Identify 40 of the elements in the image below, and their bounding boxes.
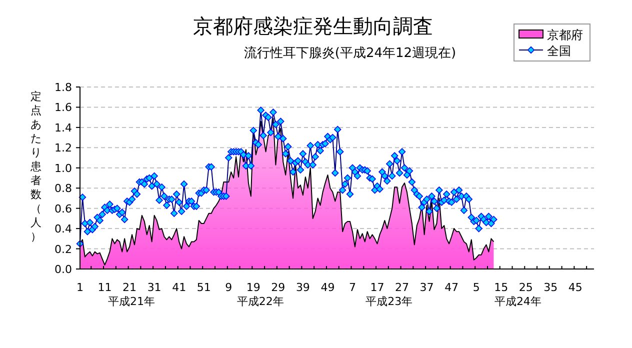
y-tick-label: 1.0 [54,162,72,175]
x-tick-label: 11 [98,281,112,294]
x-tick-label: 5 [472,281,480,294]
x-tick-label: 29 [271,281,286,294]
legend-label: 全国 [547,44,571,58]
x-tick-label: 9 [225,281,232,294]
x-tick-label: 31 [147,281,162,294]
x-tick-label: 37 [420,281,434,294]
text: 平成22年 [236,295,284,308]
x-tick-label: 19 [246,281,260,294]
x-tick-label: 27 [395,281,410,294]
x-tick-label: 1 [76,281,84,294]
x-tick-label: 51 [196,281,211,294]
x-tick-label: 17 [370,281,384,294]
x-tick-label: 25 [518,281,533,294]
y-tick-label: 1.2 [54,142,72,155]
x-tick-label: 15 [494,281,508,294]
chart-subtitle: 流行性耳下腺炎(平成24年12週現在) [244,45,456,61]
text: 平成24年 [494,295,542,308]
x-tick-label: 21 [122,281,137,294]
y-tick-label: 1.8 [54,81,72,94]
y-tick-label: 0.6 [54,202,72,216]
text: 平成23年 [366,295,413,308]
y-tick-label: 1.4 [54,121,72,134]
chart-title: 京都府感染症発生動向調査 [193,14,433,38]
x-tick-label: 7 [348,281,356,294]
text: 平成21年 [108,295,156,308]
x-tick-label: 39 [296,281,310,294]
text: 定点あたり患者数（人） [30,90,42,243]
y-tick-label: 0.2 [54,242,72,256]
x-tick-label: 35 [544,281,558,294]
y-tick-label: 0.8 [54,182,72,196]
x-tick-label: 41 [172,281,186,294]
x-tick-label: 47 [444,281,459,294]
y-tick-label: 0.0 [54,263,72,276]
y-tick-label: 0.4 [54,222,72,236]
y-tick-label: 1.6 [54,101,72,114]
x-tick-label: 45 [568,281,582,294]
legend-label: 京都府 [547,28,583,42]
x-tick-label: 49 [320,281,335,294]
